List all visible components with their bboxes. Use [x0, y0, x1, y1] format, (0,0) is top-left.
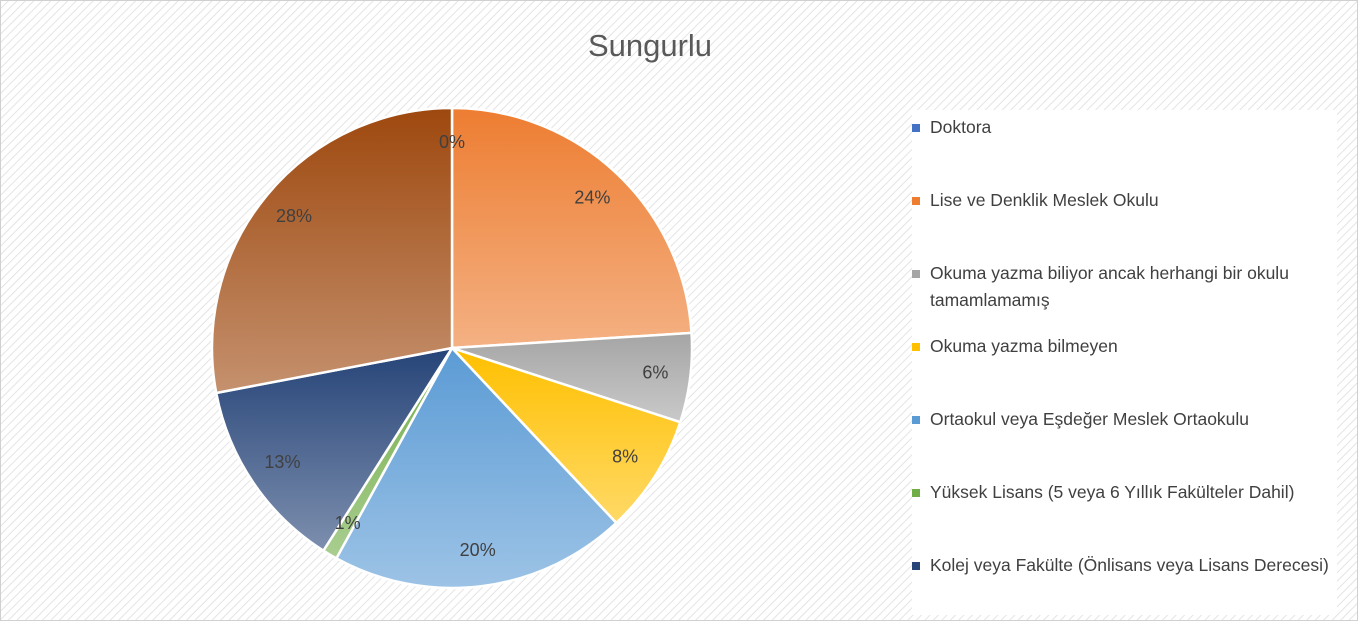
legend-swatch	[912, 489, 920, 497]
legend-swatch	[912, 124, 920, 132]
legend-swatch	[912, 416, 920, 424]
legend-entry: Lise ve Denklik Meslek Okulu	[912, 187, 1332, 214]
pie-slice	[214, 346, 455, 553]
legend-entry: Doktora	[912, 114, 1332, 141]
data-label: 20%	[460, 540, 496, 560]
data-label: 8%	[612, 447, 638, 467]
legend-entry: Okuma yazma bilmeyen	[912, 333, 1332, 360]
chart-title: Sungurlu	[588, 28, 712, 63]
pie-slice	[450, 106, 693, 350]
legend-label: Yüksek Lisans (5 veya 6 Yıllık Fakültele…	[930, 482, 1295, 502]
legend-entry: Yüksek Lisans (5 veya 6 Yıllık Fakültele…	[912, 479, 1332, 506]
legend-swatch	[912, 197, 920, 205]
legend-swatch	[912, 270, 920, 278]
legend-entry: Okuma yazma biliyor ancak herhangi bir o…	[912, 260, 1332, 314]
legend: Doktora Lise ve Denklik Meslek Okulu Okuma…	[912, 110, 1337, 615]
legend-swatch	[912, 562, 920, 570]
legend-label: Doktora	[930, 117, 992, 137]
legend-label: Kolej veya Fakülte (Önlisans veya Lisans…	[930, 555, 1329, 575]
legend-entry: Kolej veya Fakülte (Önlisans veya Lisans…	[912, 552, 1332, 579]
data-label: 13%	[264, 452, 300, 472]
data-label: 6%	[642, 362, 668, 382]
legend-entry: Ortaokul veya Eşdeğer Meslek Ortaokulu	[912, 406, 1332, 433]
pie-slice	[451, 346, 682, 525]
legend-swatch	[912, 343, 920, 351]
legend-label: Lise ve Denklik Meslek Okulu	[930, 190, 1159, 210]
data-label: 24%	[574, 187, 610, 207]
data-label: 0%	[439, 132, 465, 152]
legend-label: Ortaokul veya Eşdeğer Meslek Ortaokulu	[930, 409, 1250, 429]
pie-slice	[210, 106, 454, 395]
legend-label: Okuma yazma bilmeyen	[930, 336, 1118, 356]
data-label: 1%	[335, 513, 361, 533]
data-label: 28%	[276, 206, 312, 226]
pie-slice	[334, 345, 619, 590]
legend-label: Okuma yazma biliyor ancak herhangi bir o…	[930, 263, 1289, 310]
pie: 0% 24% 6% 8% 20% 1% 13% 28%	[210, 106, 694, 590]
